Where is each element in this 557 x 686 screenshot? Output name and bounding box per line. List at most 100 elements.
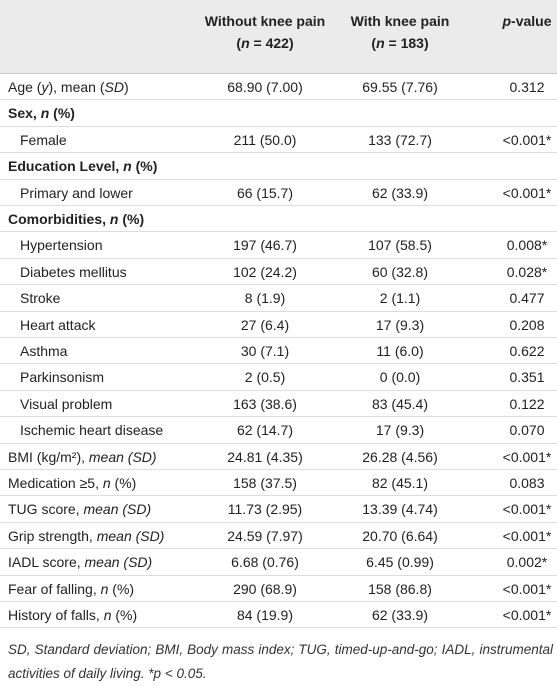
row-label: Fear of falling, n (%) bbox=[8, 581, 134, 597]
text-run: TUG score, bbox=[8, 501, 84, 518]
text-run: Without knee pain bbox=[204, 13, 326, 29]
text-run: n bbox=[103, 607, 112, 623]
text-run: (%) bbox=[108, 580, 135, 597]
text-run: ), mean ( bbox=[48, 79, 105, 95]
cell: 62 (33.9) bbox=[371, 607, 429, 623]
table-row: Comorbidities, n (%) bbox=[0, 206, 557, 233]
row-label: Comorbidities, n (%) bbox=[8, 211, 144, 227]
text-run: mean (SD) bbox=[84, 554, 153, 571]
row-label: Stroke bbox=[20, 290, 60, 306]
text-run: Asthma bbox=[20, 343, 68, 359]
table-row: Ischemic heart disease 62 (14.7) 17 (9.3) 0… bbox=[0, 417, 557, 444]
cell: <0.001* bbox=[502, 501, 552, 518]
text-run: y bbox=[41, 79, 49, 95]
table-row: BMI (kg/m²), mean (SD) 24.81 (4.35) 26.28 … bbox=[0, 444, 557, 470]
row-label: Asthma bbox=[20, 343, 67, 359]
header-line: Without knee pain bbox=[190, 10, 340, 32]
row-label: Education Level, n (%) bbox=[8, 158, 157, 174]
table-row: Grip strength, mean (SD) 24.59 (7.97) 20.7… bbox=[0, 523, 557, 550]
row-label: Primary and lower bbox=[20, 185, 133, 201]
table-row: Visual problem 163 (38.6) 83 (45.4) 0.122 bbox=[0, 391, 557, 418]
header-line: With knee pain bbox=[325, 10, 475, 32]
row-label: TUG score, mean (SD) bbox=[8, 501, 151, 517]
text-run: History of falls, bbox=[8, 607, 104, 623]
row-label: Age (y), mean (SD) bbox=[8, 79, 129, 95]
cell: 158 (37.5) bbox=[233, 475, 297, 491]
cell: 6.68 (0.76) bbox=[231, 554, 299, 571]
text-run: Comorbidities, bbox=[8, 211, 110, 227]
cell: 68.90 (7.00) bbox=[227, 79, 303, 95]
table-row: History of falls, n (%) 84 (19.9) 62 (33.9… bbox=[0, 602, 557, 629]
cell: 17 (9.3) bbox=[375, 422, 425, 439]
text-run: n bbox=[100, 580, 109, 597]
text-run: p bbox=[502, 13, 512, 29]
cell: 69.55 (7.76) bbox=[362, 79, 438, 95]
text-run: Visual problem bbox=[20, 395, 113, 412]
cell: 102 (24.2) bbox=[233, 263, 297, 280]
cell: <0.001* bbox=[502, 527, 552, 544]
text-run: n bbox=[376, 35, 385, 51]
cell: 0.028* bbox=[506, 263, 548, 280]
cell: 2 (0.5) bbox=[244, 369, 286, 386]
cell: 62 (33.9) bbox=[371, 184, 429, 201]
cell: 0.351 bbox=[509, 369, 545, 386]
cell: 26.28 (4.56) bbox=[362, 448, 438, 465]
cell: 0.312 bbox=[509, 79, 545, 95]
text-run: Fear of falling, bbox=[8, 580, 101, 597]
row-label: Grip strength, mean (SD) bbox=[8, 528, 164, 544]
cell: 0.622 bbox=[509, 343, 545, 359]
cell: 0.122 bbox=[509, 395, 545, 412]
row-label: Heart attack bbox=[20, 317, 95, 333]
cell: 133 (72.7) bbox=[368, 131, 432, 148]
cell: 107 (58.5) bbox=[368, 237, 432, 254]
row-label: IADL score, mean (SD) bbox=[8, 554, 152, 570]
cell: 6.45 (0.99) bbox=[366, 554, 434, 571]
cell: 290 (68.9) bbox=[233, 580, 297, 597]
cell: 84 (19.9) bbox=[236, 607, 294, 623]
row-label: Parkinsonism bbox=[20, 369, 104, 385]
table-row: Hypertension 197 (46.7) 107 (58.5) 0.008* bbox=[0, 232, 557, 259]
text-run: ( bbox=[236, 35, 242, 51]
text-run: (%) bbox=[110, 475, 137, 491]
cell: <0.001* bbox=[502, 607, 552, 623]
cell: 11 (6.0) bbox=[376, 343, 424, 359]
table-row: Stroke 8 (1.9) 2 (1.1) 0.477 bbox=[0, 285, 557, 312]
text-run: With knee pain bbox=[350, 13, 450, 29]
table-row: TUG score, mean (SD) 11.73 (2.95) 13.39 (4… bbox=[0, 496, 557, 523]
text-run: n bbox=[109, 211, 119, 227]
cell: 17 (9.3) bbox=[375, 316, 425, 333]
text-run: n bbox=[102, 475, 111, 491]
table-row: Asthma 30 (7.1) 11 (6.0) 0.622 bbox=[0, 338, 557, 365]
text-run: Medication ≥5, bbox=[8, 475, 103, 491]
text-run: mean (SD) bbox=[88, 448, 157, 465]
text-run: (%) bbox=[49, 105, 75, 122]
row-label: Hypertension bbox=[20, 237, 103, 253]
cell: 60 (32.8) bbox=[371, 263, 429, 280]
text-run: Primary and lower bbox=[20, 184, 133, 201]
header-line: p-value bbox=[452, 10, 557, 32]
text-run: = 183) bbox=[384, 35, 429, 51]
text-run: Hypertension bbox=[20, 237, 103, 254]
cell: <0.001* bbox=[502, 184, 552, 201]
cell: 13.39 (4.74) bbox=[362, 501, 438, 518]
text-run: mean (SD) bbox=[96, 527, 165, 544]
table-row: Parkinsonism 2 (0.5) 0 (0.0) 0.351 bbox=[0, 364, 557, 391]
row-label: Sex, n (%) bbox=[8, 105, 75, 121]
cell: 82 (45.1) bbox=[371, 475, 429, 491]
text-run: BMI (kg/m²), bbox=[8, 448, 89, 465]
cell: 24.59 (7.97) bbox=[227, 527, 303, 544]
text-run: Education Level, bbox=[8, 158, 124, 175]
cell: 211 (50.0) bbox=[233, 131, 297, 148]
header-line: (n = 422) bbox=[190, 32, 340, 54]
text-run: (%) bbox=[131, 158, 158, 175]
cell: 163 (38.6) bbox=[233, 395, 297, 412]
cell: <0.001* bbox=[502, 580, 552, 597]
text-run: Ischemic heart disease bbox=[20, 422, 164, 439]
text-run: Parkinsonism bbox=[20, 369, 105, 386]
cell: 2 (1.1) bbox=[379, 290, 421, 307]
cell: 83 (45.4) bbox=[371, 395, 429, 412]
table-row: Sex, n (%) bbox=[0, 100, 557, 127]
cell: 24.81 (4.35) bbox=[227, 448, 303, 465]
footnote: SD, Standard deviation; BMI, Body mass i… bbox=[8, 642, 553, 681]
